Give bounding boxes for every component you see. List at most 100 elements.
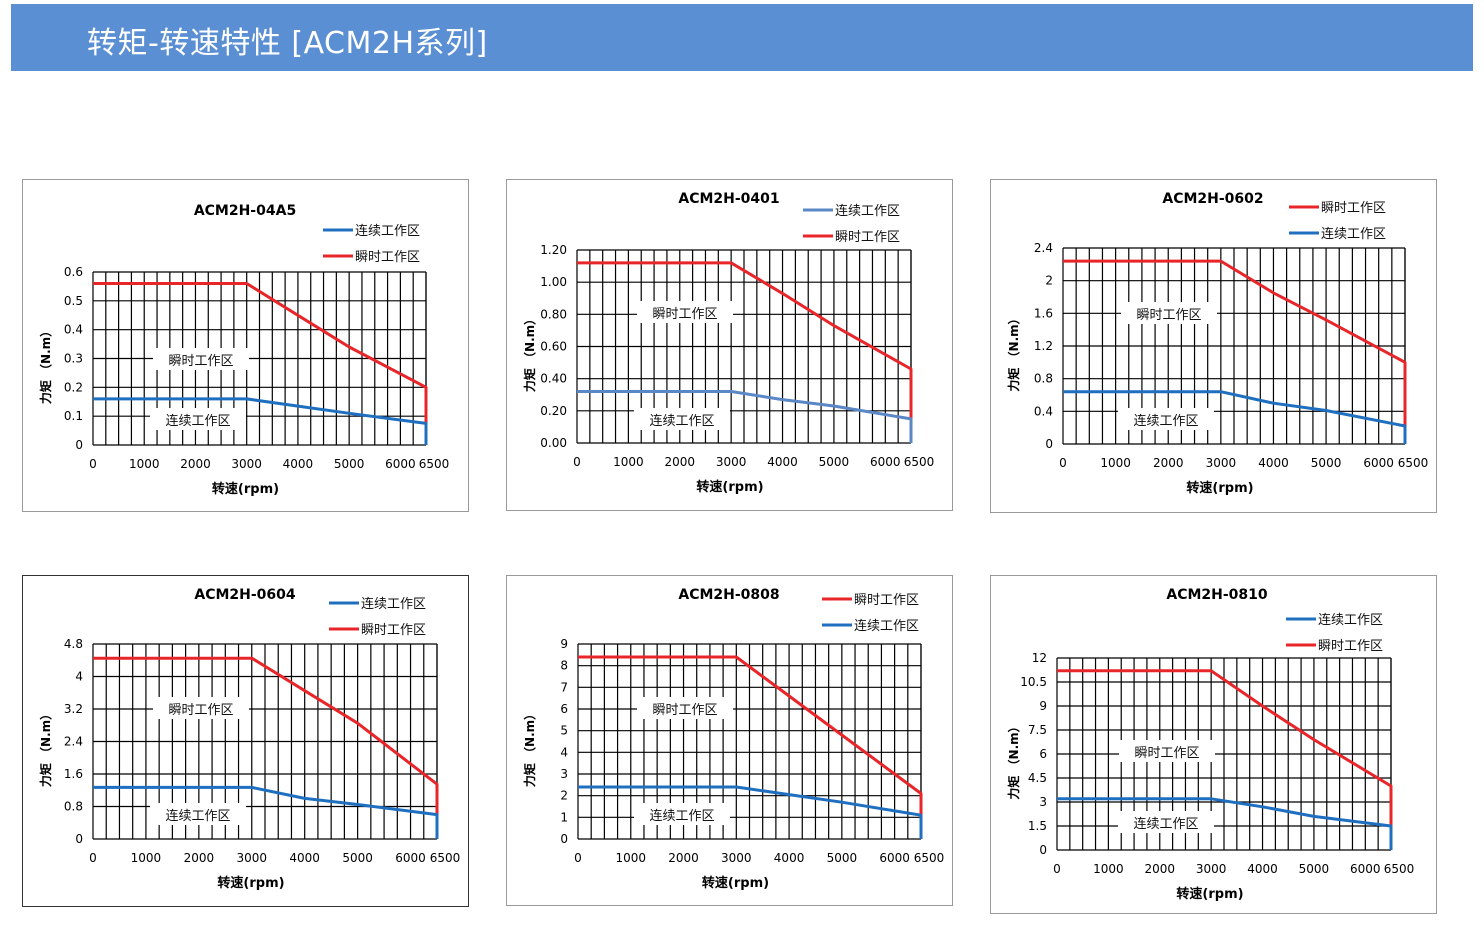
continuous-area-label-backdrop	[150, 408, 246, 430]
y-tick-label: 0.8	[64, 800, 83, 814]
legend-label-continuous: 连续工作区	[1321, 226, 1386, 242]
y-tick-label: 2	[1045, 274, 1053, 288]
x-tick-label: 6000	[879, 851, 910, 865]
continuous-area-label: 连续工作区	[1133, 413, 1198, 429]
x-tick-label: 2000	[1144, 862, 1175, 876]
y-tick-label: 0.5	[64, 294, 83, 308]
chart-panel-acm2h-0401: 瞬时工作区 连续工作区 0.00 0.20 0.40 0.60 0.80 1.00 1.20 0 1…	[506, 179, 953, 511]
legend-label-continuous: 连续工作区	[355, 223, 420, 239]
instant-area-label: 瞬时工作区	[1136, 308, 1201, 323]
x-tick-label: 3000	[231, 457, 262, 471]
x-axis-title: 转速(rpm)	[212, 481, 279, 497]
instant-area-label-backdrop	[637, 301, 733, 323]
x-tick-label: 5000	[827, 851, 858, 865]
x-tick-label: 3000	[716, 455, 747, 469]
x-tick-label: 2000	[180, 457, 211, 471]
y-tick-label: 1.6	[64, 767, 83, 781]
chart-panel-acm2h-0604: 瞬时工作区 连续工作区 0 0.8 1.6 2.4 3.2 4 4.8 0 1000 2000 3000…	[22, 575, 469, 907]
legend-label-instant: 瞬时工作区	[854, 593, 919, 608]
x-tick-label: 1000	[613, 455, 644, 469]
instant-area-label-backdrop	[1119, 740, 1215, 762]
y-tick-label: 2.4	[1034, 241, 1053, 255]
continuous-area-label: 连续工作区	[1133, 816, 1198, 832]
chart-title: ACM2H-04A5	[194, 203, 296, 219]
chart-panel-acm2h-0602: 瞬时工作区 连续工作区 0 0.4 0.8 1.2 1.6 2 2.4 0 1000 2000 3000…	[990, 179, 1437, 513]
chart-title: ACM2H-0602	[1162, 191, 1263, 207]
x-tick-label: 2000	[184, 851, 215, 865]
continuous-area-label: 连续工作区	[649, 808, 714, 824]
series-line-continuous	[577, 390, 913, 443]
x-tick-label: 5000	[819, 455, 850, 469]
instant-area-label-backdrop	[637, 697, 733, 719]
x-tick-label: 1000	[615, 851, 646, 865]
continuous-area-label-backdrop	[1118, 811, 1214, 833]
y-tick-label: 0.2	[64, 380, 83, 394]
y-tick-label: 0.00	[540, 436, 567, 450]
y-tick-label: 0	[75, 438, 83, 452]
y-axis-title: 力矩 （N.m）	[1006, 720, 1021, 799]
series-line-continuous	[93, 397, 428, 445]
y-tick-label: 7.5	[1028, 723, 1047, 737]
series-line-instant	[93, 282, 428, 425]
y-tick-label: 1.5	[1028, 819, 1047, 833]
series-line-continuous	[1057, 797, 1393, 850]
y-tick-label: 6	[1039, 747, 1047, 761]
chart-title: ACM2H-0401	[678, 191, 779, 207]
x-tick-label: 3000	[236, 851, 267, 865]
instant-area-label: 瞬时工作区	[652, 307, 717, 322]
x-tick-label: 2000	[668, 851, 699, 865]
x-tick-label: 1000	[131, 851, 162, 865]
y-tick-label: 0.40	[540, 372, 567, 386]
instant-area-label: 瞬时工作区	[1134, 746, 1199, 761]
x-tick-label: 0	[573, 455, 581, 469]
legend-label-instant: 瞬时工作区	[361, 623, 426, 638]
y-tick-label: 0.80	[540, 307, 567, 321]
x-tick-label: 6000	[395, 851, 426, 865]
y-tick-label: 0.8	[1034, 372, 1053, 386]
x-tick-label: 0	[1059, 456, 1067, 470]
legend-label-instant: 瞬时工作区	[835, 230, 900, 245]
page-header: 转矩-转速特性 [ACM2H系列]	[11, 4, 1473, 71]
chart-title: ACM2H-0810	[1166, 587, 1268, 603]
x-tick-label: 5000	[334, 457, 365, 471]
continuous-area-label-backdrop	[634, 408, 730, 430]
y-axis-title: 力矩 （N.m）	[38, 325, 53, 404]
y-tick-label: 3	[560, 767, 568, 781]
y-tick-label: 0	[75, 832, 83, 846]
continuous-area-label-backdrop	[1118, 408, 1214, 430]
y-tick-label: 6	[560, 702, 568, 716]
y-tick-label: 9	[1039, 699, 1047, 713]
y-tick-label: 0.6	[64, 265, 83, 279]
series-line-continuous	[1063, 390, 1407, 444]
x-tick-label: 5000	[1299, 862, 1330, 876]
y-tick-label: 1.2	[1034, 339, 1053, 353]
x-tick-label: 3000	[1206, 456, 1237, 470]
y-tick-label: 1.00	[540, 275, 567, 289]
x-tick-label: 1000	[1100, 456, 1131, 470]
x-tick-label: 5000	[342, 851, 373, 865]
y-tick-label: 7	[560, 680, 568, 694]
legend-label-continuous: 连续工作区	[1318, 612, 1383, 628]
y-tick-label: 1.20	[540, 243, 567, 257]
x-tick-label: 1000	[129, 457, 160, 471]
x-tick-label: 6500	[430, 851, 461, 865]
legend-label-instant: 瞬时工作区	[1321, 201, 1386, 216]
x-tick-label: 4000	[1247, 862, 1278, 876]
series-line-continuous	[93, 785, 439, 839]
y-tick-label: 4	[75, 670, 83, 684]
x-axis-title: 转速(rpm)	[1176, 886, 1243, 902]
continuous-area-label: 连续工作区	[165, 413, 230, 429]
instant-area-label: 瞬时工作区	[652, 703, 717, 718]
y-tick-label: 0	[1045, 437, 1053, 451]
x-tick-label: 2000	[1153, 456, 1184, 470]
instant-area-label-backdrop	[153, 348, 249, 370]
legend-label-instant: 瞬时工作区	[1318, 639, 1383, 654]
x-tick-label: 6500	[1398, 456, 1429, 470]
y-axis-title: 力矩 （N.m）	[522, 313, 537, 392]
y-tick-label: 1	[560, 810, 568, 824]
